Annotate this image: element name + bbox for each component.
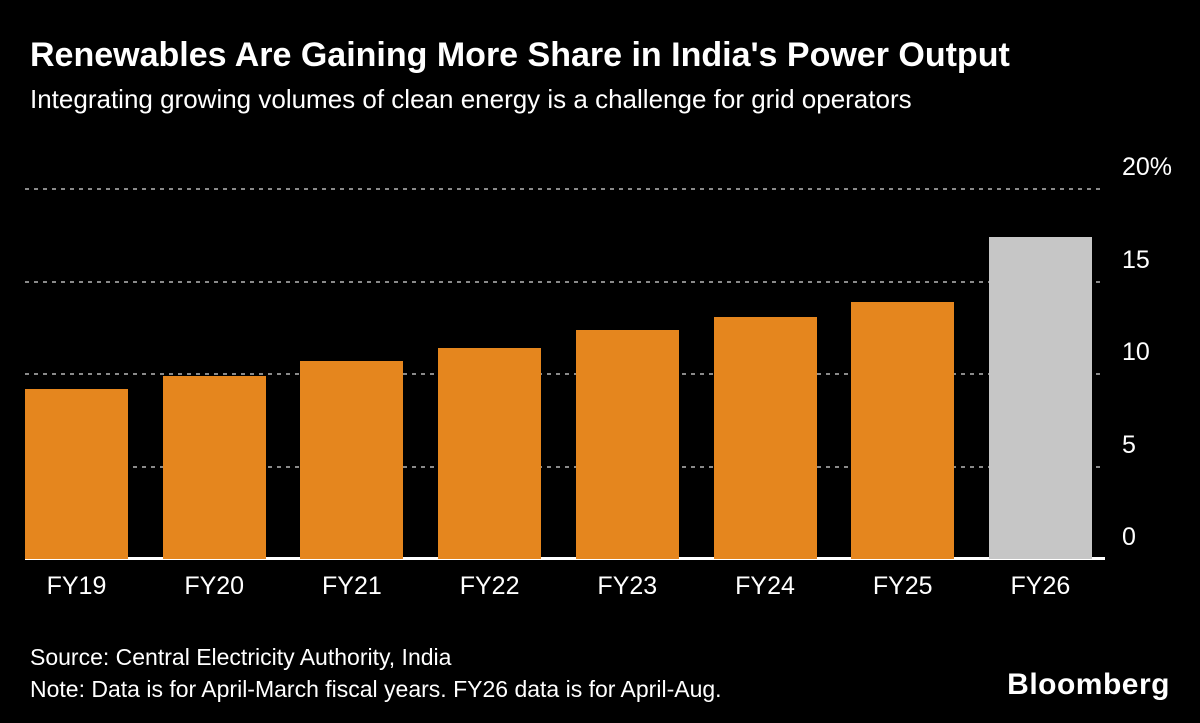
bar-series <box>25 189 1092 559</box>
y-axis-tick-label: 10 <box>1122 338 1150 366</box>
y-axis-tick-label: 15 <box>1122 245 1150 274</box>
bloomberg-logo: Bloomberg <box>1007 668 1170 701</box>
gridline <box>25 465 1105 468</box>
source-note: Source: Central Electricity Authority, I… <box>30 644 452 670</box>
bar-fy20 <box>162 375 266 559</box>
gridline <box>25 188 1105 190</box>
chart-subtitle: Integrating growing volumes of clean ene… <box>30 84 912 114</box>
y-axis-tick-label: 20% <box>1122 153 1173 181</box>
x-axis: FY19 FY20 FY21 FY22 FY23 FY24 FY25 FY26 <box>25 572 1092 601</box>
bar-fy21 <box>300 361 404 559</box>
x-axis-tick-label: FY25 <box>872 572 933 600</box>
bar-fy23 <box>575 329 679 559</box>
bar-fy26 <box>988 237 1092 559</box>
bar-fy24 <box>713 316 817 559</box>
gridline <box>25 280 1105 283</box>
x-axis-tick-label: FY26 <box>1010 572 1071 600</box>
y-axis-tick-label: 5 <box>1122 430 1136 459</box>
x-axis-tick-label: FY23 <box>597 572 658 600</box>
bar-fy22 <box>438 348 542 559</box>
plot-area <box>25 188 1105 560</box>
x-axis-tick-label: FY20 <box>184 572 245 600</box>
y-axis: 0 5 10 15 20% <box>1122 153 1192 560</box>
footnote: Note: Data is for April-March fiscal yea… <box>30 676 722 702</box>
gridline <box>25 373 1105 375</box>
y-axis-tick-label: 0 <box>1122 523 1136 551</box>
x-axis-tick-label: FY19 <box>46 572 107 600</box>
x-axis-baseline <box>25 557 1105 560</box>
x-axis-tick-label: FY22 <box>459 572 520 600</box>
bar-fy19 <box>25 388 128 559</box>
x-axis-tick-label: FY24 <box>735 572 795 600</box>
chart-title: Renewables Are Gaining More Share in Ind… <box>30 36 1010 74</box>
bar-fy25 <box>851 301 955 559</box>
x-axis-tick-label: FY21 <box>322 572 382 600</box>
